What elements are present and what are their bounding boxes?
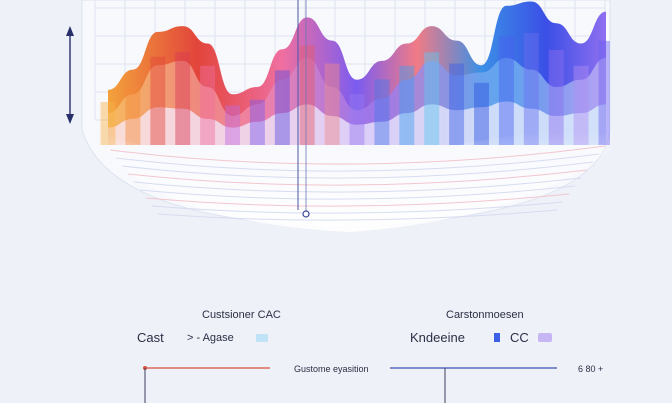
series-bar xyxy=(449,63,465,145)
legend-title-left: Custsioner CAC xyxy=(202,309,281,321)
y-axis-arrow xyxy=(66,26,74,124)
legend-swatch-blue xyxy=(494,333,500,342)
contour-line xyxy=(133,177,582,193)
series-bar xyxy=(175,52,191,146)
contour-line xyxy=(109,145,606,165)
contour-line xyxy=(139,185,576,200)
footer-center-label: Gustome eyasition xyxy=(294,364,369,374)
legend-swatch-cyan xyxy=(256,334,268,342)
series-bar xyxy=(150,56,166,146)
legend-swatch-lavender xyxy=(538,333,552,342)
series-bar xyxy=(598,40,610,145)
series-bar xyxy=(200,65,216,145)
series-bar xyxy=(324,63,340,145)
series-bar xyxy=(100,102,116,145)
legend-label-cc: CC xyxy=(510,330,529,345)
series-bar xyxy=(399,65,415,145)
series-bar xyxy=(474,82,489,145)
series-bar xyxy=(374,79,390,145)
contour-line xyxy=(115,153,600,172)
footer-axis xyxy=(143,366,557,403)
footer-right-value: 6 80 + xyxy=(578,364,603,374)
series-bar xyxy=(125,86,141,145)
series-bar xyxy=(523,33,539,145)
series-bar xyxy=(498,36,514,146)
contour-lines xyxy=(109,145,606,221)
contour-line xyxy=(121,161,594,179)
legend-label-kndeeine: Kndeeine xyxy=(410,330,465,345)
series-areas xyxy=(100,1,610,146)
series-bar xyxy=(548,49,564,145)
series-bar xyxy=(274,70,290,145)
series-bar xyxy=(349,94,365,145)
center-marker xyxy=(297,0,310,218)
contour-line xyxy=(151,201,564,214)
legend-label-agase: > - Agase xyxy=(187,332,234,344)
legend-label-cast: Cast xyxy=(137,330,164,345)
series-bar xyxy=(299,45,315,145)
series-bar xyxy=(249,99,265,145)
legend-title-right: Carstonmoesen xyxy=(446,309,524,321)
series-bar xyxy=(225,105,240,145)
series-area-3 xyxy=(108,101,606,145)
series-bar xyxy=(424,52,440,146)
contour-line xyxy=(127,169,588,186)
contour-line xyxy=(145,193,570,207)
series-bar xyxy=(573,65,589,145)
base-wave xyxy=(108,131,610,232)
contour-line xyxy=(157,209,558,221)
